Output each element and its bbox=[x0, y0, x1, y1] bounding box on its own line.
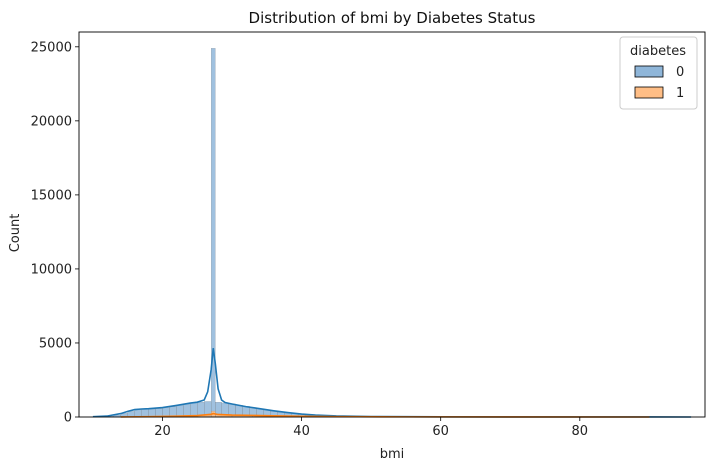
legend: diabetes 0 1 bbox=[619, 36, 698, 110]
y-tick-label: 10000 bbox=[31, 262, 72, 277]
x-tick-label: 80 bbox=[572, 424, 589, 439]
histogram-bar-0-7 bbox=[141, 409, 149, 418]
legend-swatch-1 bbox=[634, 86, 664, 99]
y-tick-label: 20000 bbox=[31, 114, 72, 129]
plot-frame bbox=[78, 31, 706, 418]
y-axis-ticks: 0 5000 10000 15000 20000 25000 bbox=[31, 40, 79, 426]
x-tick-label: 60 bbox=[432, 424, 449, 439]
y-axis-label: Count bbox=[8, 214, 23, 253]
legend-label-1: 1 bbox=[676, 86, 684, 101]
legend-title: diabetes bbox=[630, 44, 686, 59]
legend-label-0: 0 bbox=[676, 65, 684, 80]
y-tick-label: 15000 bbox=[31, 188, 72, 203]
x-axis-ticks: 20 40 60 80 bbox=[154, 417, 588, 439]
x-tick-label: 20 bbox=[154, 424, 171, 439]
y-tick-label: 5000 bbox=[39, 336, 72, 351]
y-tick-label: 0 bbox=[64, 411, 72, 426]
legend-swatch-0 bbox=[634, 65, 664, 78]
x-tick-label: 40 bbox=[293, 424, 310, 439]
histogram-bar-0-6 bbox=[134, 409, 142, 418]
y-tick-label: 25000 bbox=[31, 40, 72, 55]
x-axis-label: bmi bbox=[380, 447, 405, 462]
chart-title: Distribution of bmi by Diabetes Status bbox=[249, 9, 536, 27]
plot-area bbox=[92, 48, 692, 418]
series-0-bars bbox=[92, 48, 692, 418]
